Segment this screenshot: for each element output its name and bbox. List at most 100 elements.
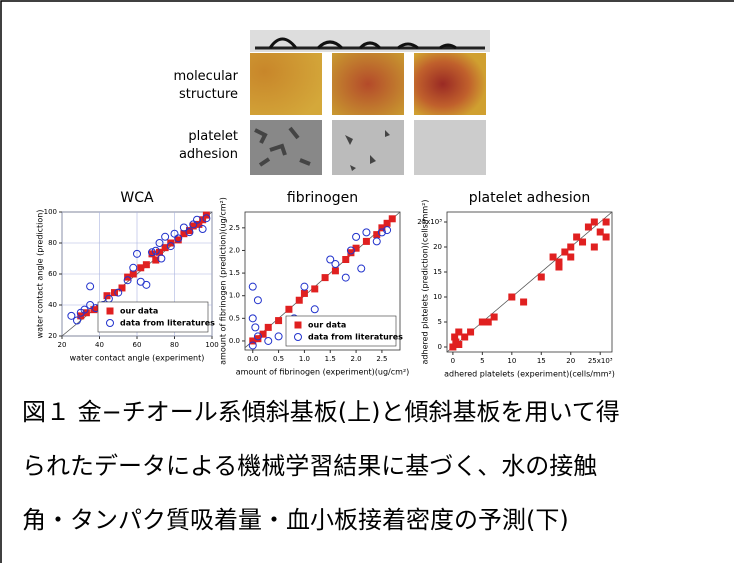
point	[520, 299, 527, 306]
point	[296, 297, 303, 304]
panel-label: plateletadhesion	[179, 129, 238, 162]
point	[143, 281, 150, 288]
legend-label: our data	[308, 321, 346, 330]
point	[591, 219, 598, 226]
point	[199, 226, 206, 233]
x-tick-label: 10	[507, 357, 516, 365]
point	[87, 283, 94, 290]
chart-title: fibrinogen	[287, 190, 358, 206]
point	[363, 238, 370, 245]
point	[579, 239, 586, 246]
point	[508, 294, 515, 301]
y-tick-label: 1.5	[229, 269, 240, 277]
legend-marker	[295, 322, 302, 329]
x-tick-label: 0.5	[273, 355, 284, 363]
legend-label: data from literatures	[120, 319, 215, 328]
caption-line: られたデータによる機械学習結果に基づく、水の接触	[22, 452, 597, 480]
point	[603, 219, 610, 226]
x-axis-label: amount of fibrinogen (experiment)(ug/cm²…	[236, 368, 410, 377]
point	[265, 337, 272, 344]
point	[342, 274, 349, 281]
point	[342, 256, 349, 263]
legend-marker	[107, 308, 114, 315]
point	[254, 297, 261, 304]
caption-line: 図１ 金−チオール系傾斜基板(上)と傾斜基板を用いて得	[22, 398, 620, 426]
point	[322, 274, 329, 281]
point	[301, 290, 308, 297]
point	[249, 283, 256, 290]
y-tick-label: 0.5	[229, 314, 240, 322]
x-tick-label: 25x10³	[588, 357, 613, 365]
point	[275, 333, 282, 340]
point	[249, 315, 256, 322]
point	[74, 317, 81, 324]
point	[491, 314, 498, 321]
y-tick-label: 10	[433, 293, 442, 301]
y-tick-label: 2.5	[229, 224, 240, 232]
y-axis-label: amount of fibrinogen (prediction)(ug/cm²…	[219, 197, 228, 365]
point	[119, 284, 126, 291]
y-tick-label: 40	[48, 301, 57, 309]
point	[353, 233, 360, 240]
x-axis-label: water contact angle (experiment)	[70, 354, 205, 363]
point	[467, 329, 474, 336]
point	[285, 306, 292, 313]
legend-label: data from literatures	[308, 333, 403, 342]
point	[455, 341, 462, 348]
x-tick-label: 40	[95, 341, 104, 349]
point	[332, 267, 339, 274]
y-tick-label: 80	[48, 239, 57, 247]
point	[311, 306, 318, 313]
x-tick-label: 20	[58, 341, 67, 349]
chart-title: platelet adhesion	[469, 190, 590, 206]
point	[389, 215, 396, 222]
figure: molecularstructure plateletadhesion 図１ 金−チ…	[0, 0, 734, 563]
x-tick-label: 5	[480, 357, 484, 365]
point	[143, 261, 150, 268]
y-axis-label: adhered platelets (prediction)(cells/mm²…	[421, 200, 430, 365]
x-axis-label: adhered platelets (experiment)(cells/mm²…	[444, 370, 615, 379]
x-tick-label: 100	[205, 341, 218, 349]
point	[538, 274, 545, 281]
y-tick-label: 100	[44, 208, 57, 216]
caption-line: 角・タンパク質吸着量・血小板接着密度の予測(下)	[22, 506, 569, 534]
point	[373, 238, 380, 245]
x-tick-label: 60	[133, 341, 142, 349]
y-tick-label: 15	[433, 268, 442, 276]
x-tick-label: 0	[451, 357, 455, 365]
point	[301, 283, 308, 290]
y-tick-label: 0	[438, 343, 442, 351]
y-tick-label: 0.0	[229, 337, 240, 345]
x-tick-label: 80	[170, 341, 179, 349]
x-tick-label: 2.5	[376, 355, 387, 363]
point	[275, 317, 282, 324]
point	[332, 261, 339, 268]
y-tick-label: 1.0	[229, 292, 240, 300]
x-tick-label: 1.0	[299, 355, 310, 363]
x-tick-label: 15	[537, 357, 546, 365]
point	[311, 285, 318, 292]
point	[252, 324, 259, 331]
chart-title: WCA	[120, 190, 154, 206]
point	[130, 264, 137, 271]
point	[603, 234, 610, 241]
x-tick-label: 1.5	[325, 355, 336, 363]
y-tick-label: 2.0	[229, 246, 240, 254]
point	[555, 264, 562, 271]
y-tick-label: 5	[438, 318, 442, 326]
y-axis-label: water contact angle (prediction)	[36, 210, 45, 339]
y-tick-label: 20	[433, 243, 442, 251]
point	[162, 233, 169, 240]
point	[265, 324, 272, 331]
photo-panel	[250, 30, 490, 175]
y-tick-label: 60	[48, 270, 57, 278]
x-tick-label: 20	[566, 357, 575, 365]
x-tick-label: 0.0	[247, 355, 258, 363]
point	[591, 244, 598, 251]
legend-label: our data	[120, 307, 158, 316]
point	[567, 254, 574, 261]
point	[358, 265, 365, 272]
point	[363, 229, 370, 236]
y-tick-label: 20	[48, 332, 57, 340]
